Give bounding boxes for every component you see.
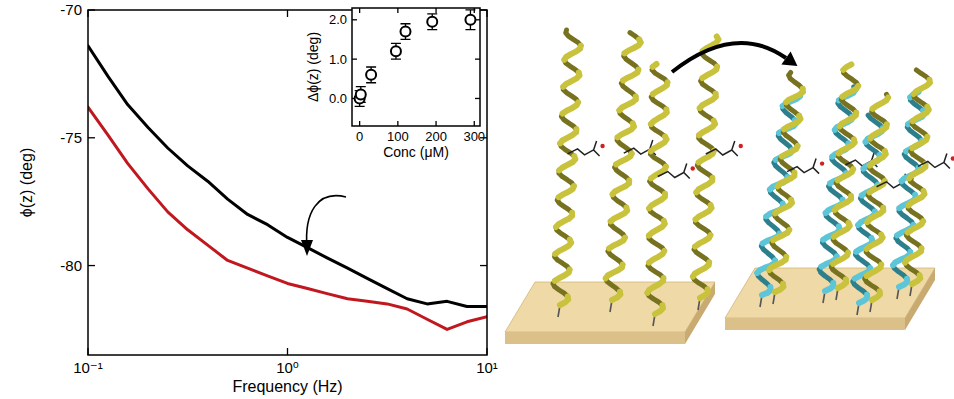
binding-arrow-head bbox=[781, 51, 797, 66]
y-tick bbox=[88, 137, 95, 138]
peptide-helix bbox=[769, 73, 824, 305]
plot-background bbox=[352, 8, 480, 126]
peptide-helix bbox=[831, 64, 882, 300]
point bbox=[427, 17, 437, 27]
point bbox=[366, 70, 376, 80]
helix-back bbox=[647, 67, 667, 305]
substrate-top bbox=[505, 282, 715, 332]
error-bar bbox=[427, 14, 437, 30]
data-area bbox=[355, 10, 476, 106]
side-chain-atom bbox=[600, 144, 604, 148]
side-chain bbox=[918, 153, 950, 168]
line-series bbox=[88, 107, 487, 329]
binding-arrow bbox=[672, 43, 786, 72]
peptide-helix bbox=[693, 37, 743, 311]
peptide-helix bbox=[553, 30, 605, 317]
side-chain bbox=[787, 159, 819, 174]
error-bar bbox=[366, 67, 376, 83]
inset-chart: 0 100 200 300 0.0 1.0 2.0 Conc (μM) Δϕ(z) (deg) bbox=[305, 8, 485, 160]
helix-front bbox=[867, 98, 889, 301]
x-tick bbox=[287, 10, 288, 17]
x-tick-label: 200 bbox=[425, 129, 447, 144]
y-axis-title: Δϕ(z) (deg) bbox=[305, 32, 321, 102]
main-chart: 10⁻¹ 10⁰ 10¹ -80 -75 -70 Frequency (Hz) ϕ(z) (d… bbox=[18, 1, 498, 395]
y-tick-label: 1.0 bbox=[329, 52, 347, 67]
helix-front bbox=[647, 64, 667, 314]
y-tick-label: -70 bbox=[60, 1, 82, 18]
side-chain bbox=[706, 141, 738, 156]
point bbox=[400, 27, 410, 37]
helix-front bbox=[555, 46, 581, 305]
peptide-helix bbox=[647, 64, 695, 326]
x-tick-label: 10⁰ bbox=[276, 359, 299, 376]
x-tick-label: 100 bbox=[387, 129, 409, 144]
error-bar bbox=[465, 10, 475, 30]
substrate-front bbox=[505, 332, 685, 344]
plot-frame bbox=[352, 8, 480, 126]
x-tick-label: 0 bbox=[356, 129, 363, 144]
substrate bbox=[505, 282, 715, 344]
point bbox=[391, 46, 401, 56]
helix-front bbox=[693, 37, 719, 299]
y-tick-label: 2.0 bbox=[329, 12, 347, 27]
helix-front bbox=[769, 89, 803, 292]
helix-front bbox=[606, 39, 641, 300]
change-arrow-head bbox=[301, 240, 313, 256]
helix-front bbox=[905, 80, 930, 284]
y-tick-label: -80 bbox=[60, 257, 82, 274]
x-tick-label: 10¹ bbox=[476, 359, 498, 376]
y-tick-label: -75 bbox=[60, 129, 82, 146]
error-bar bbox=[391, 43, 401, 59]
point bbox=[356, 90, 366, 100]
substrate-front bbox=[725, 318, 905, 330]
side-chain-atom bbox=[820, 161, 824, 165]
x-axis-title: Conc (μM) bbox=[383, 144, 449, 160]
y-axis-title: ϕ(z) (deg) bbox=[18, 148, 35, 217]
y-tick bbox=[480, 265, 487, 266]
helix-diagram bbox=[505, 30, 954, 344]
side-chain-atom bbox=[739, 144, 743, 148]
y-tick-label: 0.0 bbox=[329, 91, 347, 106]
point bbox=[465, 15, 475, 25]
y-tick bbox=[88, 265, 95, 266]
x-tick bbox=[287, 348, 288, 355]
side-chain bbox=[568, 141, 600, 156]
side-chain-atom bbox=[951, 156, 954, 160]
peptide-helix bbox=[905, 70, 954, 296]
error-bar bbox=[400, 24, 410, 40]
helix-back bbox=[693, 51, 717, 289]
side-chain-atom bbox=[691, 166, 695, 170]
x-tick-label: 300 bbox=[463, 129, 485, 144]
x-axis-title: Frequency (Hz) bbox=[232, 378, 342, 395]
side-chain bbox=[658, 164, 690, 179]
figure: 10⁻¹ 10⁰ 10¹ -80 -75 -70 Frequency (Hz) ϕ(z) (d… bbox=[0, 0, 954, 399]
x-tick-label: 10⁻¹ bbox=[73, 359, 103, 376]
